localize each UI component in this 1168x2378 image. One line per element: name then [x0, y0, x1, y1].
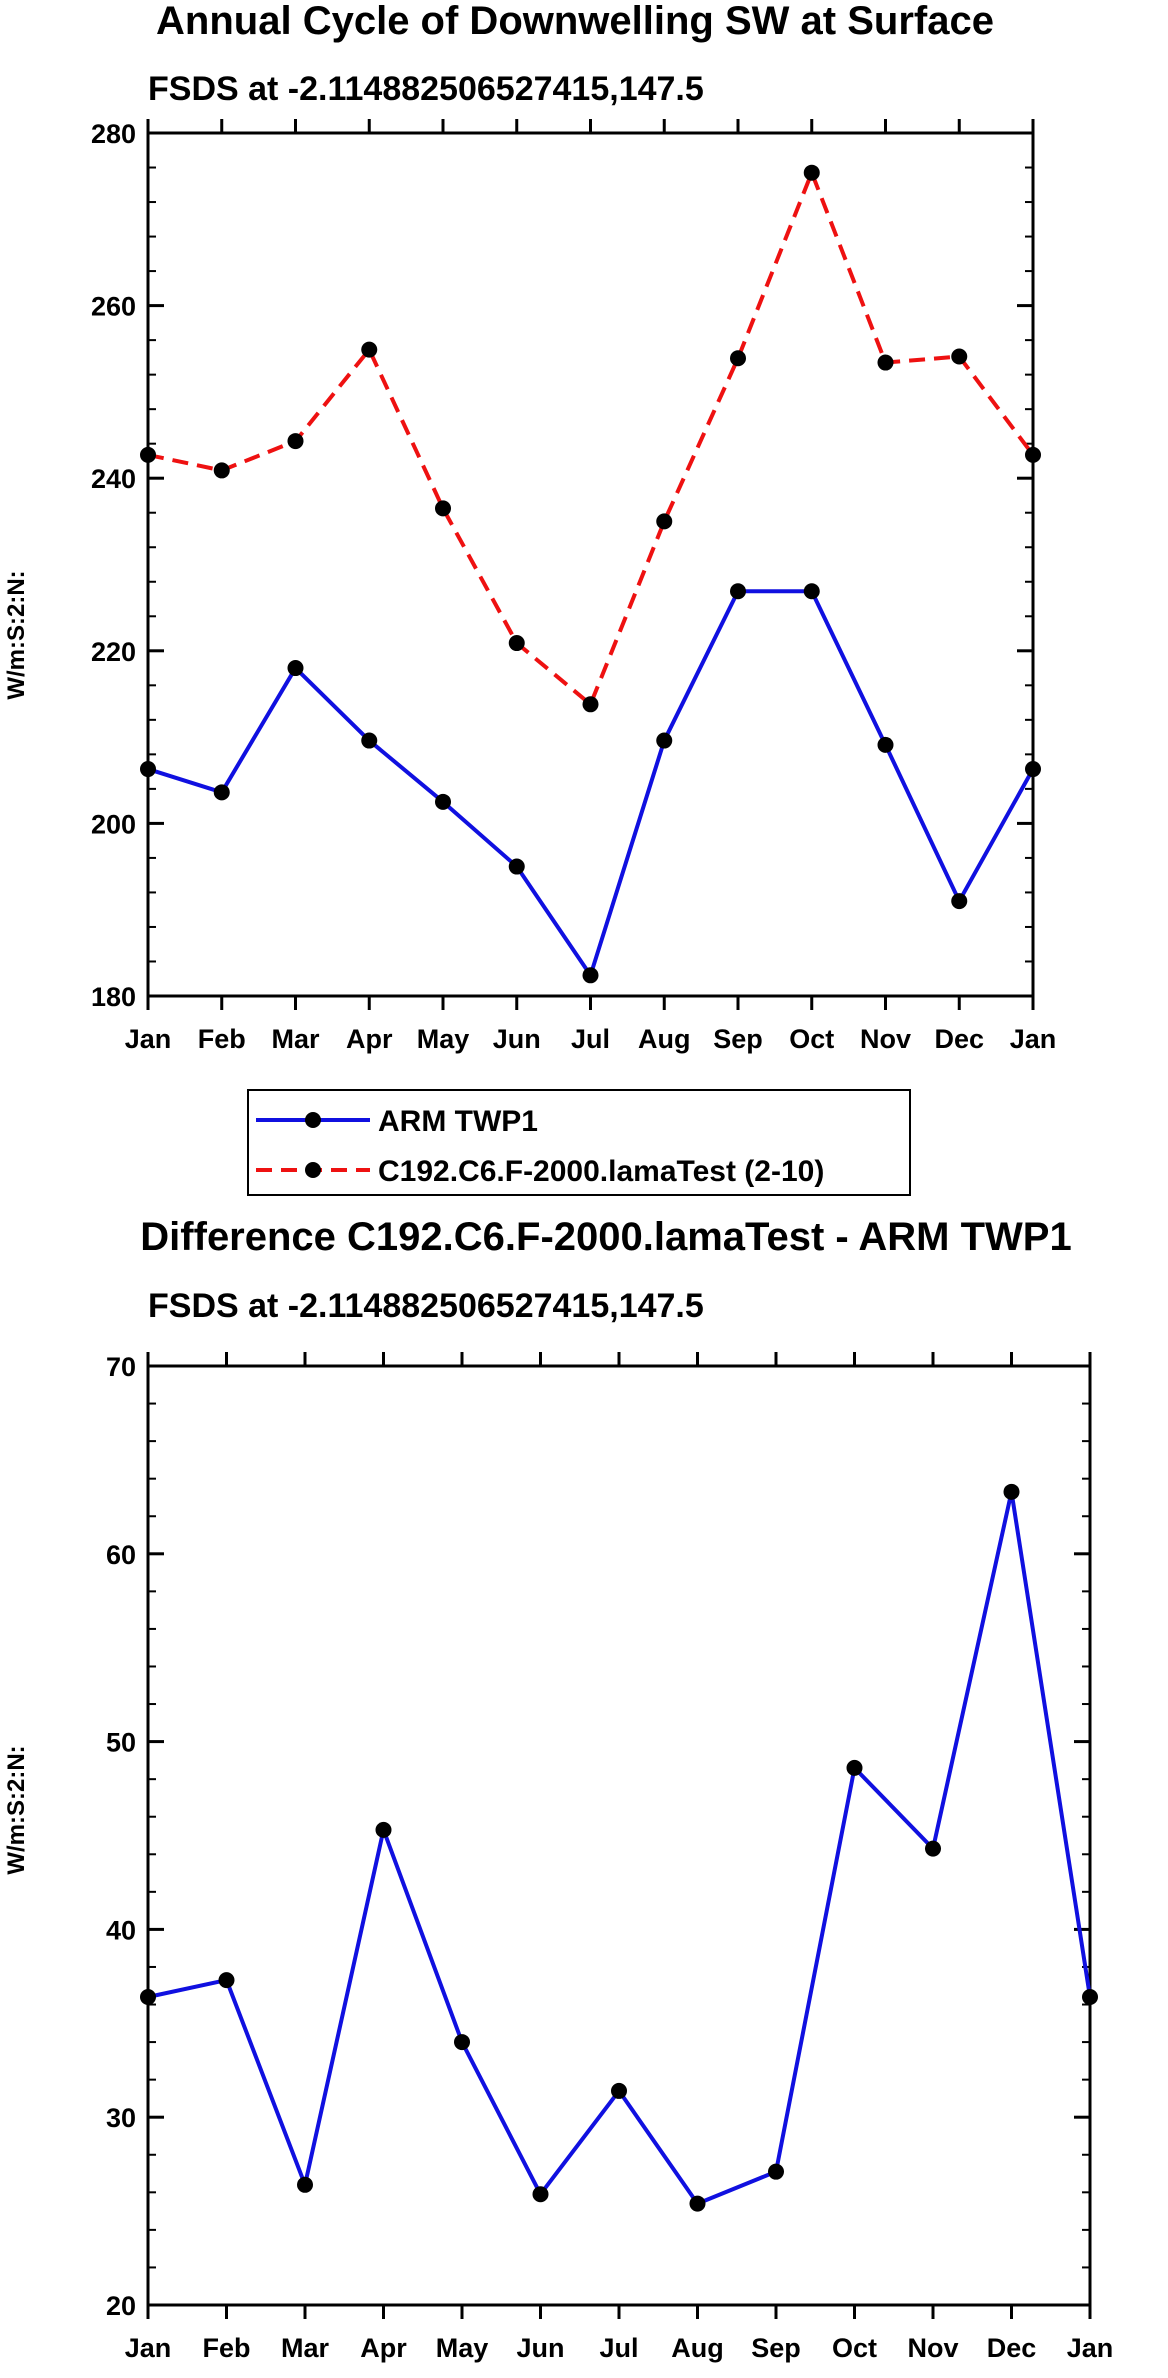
- chart1-series-line-1: [147, 170, 1035, 707]
- chart2-xtick-label: Apr: [360, 2333, 407, 2363]
- chart2-series-0-point: [1003, 1483, 1020, 1500]
- chart1-xtick-label: Jun: [493, 1024, 541, 1054]
- chart2-xtick-label: Oct: [832, 2333, 877, 2363]
- chart1-xtick-label: Jan: [125, 1024, 172, 1054]
- chart2-xtick-label: Jun: [516, 2333, 564, 2363]
- chart1-series-1-point: [287, 433, 304, 450]
- chart1-series-0-point: [508, 858, 525, 875]
- chart1-series-0-point: [877, 736, 894, 753]
- chart1-series-1-point: [656, 513, 673, 530]
- chart1-series-0-point: [287, 660, 304, 677]
- chart1-series-1-point: [361, 341, 378, 358]
- chart2-series-0-point: [1082, 1989, 1098, 2006]
- chart1-xtick-label: Nov: [860, 1024, 911, 1054]
- chart2-xtick-label: Sep: [751, 2333, 801, 2363]
- legend-label-c192: C192.C6.F-2000.lamaTest (2-10): [378, 1155, 824, 1188]
- chart2-plot: 20 30 40 50 60 70 Jan Feb Mar Apr May Jun Jul Aug Sep O…: [106, 1352, 1113, 2363]
- chart1-series-1-point: [435, 500, 451, 517]
- chart1-ylabel: W/m:S:2:N:: [3, 570, 30, 699]
- chart2-xtick-label: Jan: [125, 2333, 172, 2363]
- chart1-series-0-point: [951, 893, 968, 910]
- chart2-ytick-label: 50: [106, 1728, 136, 1758]
- chart1-series-0-point: [1025, 761, 1041, 778]
- chart1-subtitle: FSDS at -2.114882506527415,147.5: [148, 70, 704, 108]
- chart2-frame: [146, 1364, 1092, 2307]
- chart1-ytick-label: 180: [91, 982, 136, 1012]
- chart2-series-0-point: [375, 1821, 392, 1838]
- chart1-ytick-label: 220: [91, 637, 136, 667]
- chart1-xtick-label: Feb: [198, 1024, 246, 1054]
- chart2-xtick-label: May: [436, 2333, 489, 2363]
- chart1-ytick-label: 240: [91, 464, 136, 494]
- chart2-xtick-label: Aug: [671, 2333, 723, 2363]
- chart2-series-0-point: [846, 1759, 863, 1776]
- chart2-xtick-label: Feb: [202, 2333, 250, 2363]
- chart1-xtick-label: Oct: [789, 1024, 834, 1054]
- chart2-series-0-point: [689, 2195, 706, 2212]
- chart2-ytick-label: 30: [106, 2103, 136, 2133]
- chart2-series-0-point: [454, 2034, 470, 2051]
- chart1-ytick-label: 280: [91, 119, 136, 149]
- chart2-xtick-label: Jul: [599, 2333, 638, 2363]
- chart1-series-1-point: [803, 164, 820, 181]
- chart1-series-0-point: [213, 784, 230, 801]
- chart1-xtick-label: Apr: [346, 1024, 393, 1054]
- chart1-xtick-label: May: [417, 1024, 470, 1054]
- chart1-xtick-label: Jul: [571, 1024, 610, 1054]
- chart1-series-1-point: [877, 354, 894, 371]
- chart1-series-0-point: [582, 967, 599, 984]
- chart1-series-0-point: [803, 583, 820, 600]
- legend-marker-arm-twp1: [305, 1112, 321, 1128]
- chart1-series-1-point: [508, 635, 525, 652]
- chart2-ytick-label: 40: [106, 1915, 136, 1945]
- chart1-series-1-point: [730, 350, 746, 367]
- chart2-ylabel: W/m:S:2:N:: [3, 1745, 30, 1874]
- chart1-xtick-label: Sep: [713, 1024, 763, 1054]
- chart1-series-1-point: [1025, 446, 1041, 463]
- chart2-ytick-label: 20: [106, 2291, 136, 2321]
- chart1-xtick-label: Dec: [934, 1024, 984, 1054]
- legend-box: [247, 1089, 911, 1196]
- chart1-title: Annual Cycle of Downwelling SW at Surfac…: [156, 0, 994, 43]
- chart2-series-0-point: [218, 1972, 235, 1989]
- chart1-series-1-point: [140, 446, 156, 463]
- chart1-xtick-label: Mar: [271, 1024, 320, 1054]
- chart1-xtick-label: Aug: [638, 1024, 690, 1054]
- chart1-ytick-label: 260: [91, 292, 136, 322]
- chart1-series-1-point: [213, 462, 230, 479]
- chart1-series-1-point: [582, 696, 599, 713]
- chart2-series-0-point: [297, 2176, 313, 2193]
- chart2-series-0-point: [532, 2186, 549, 2203]
- chart1-series-0-point: [435, 793, 451, 810]
- chart1-plot: 180 200 220 240 260 280 Jan Feb Mar Apr May Jun Jul A…: [91, 119, 1056, 1054]
- chart2-title: Difference C192.C6.F-2000.lamaTest - ARM…: [140, 1215, 1071, 1259]
- chart1-frame: [146, 131, 1035, 998]
- legend-marker-c192: [305, 1162, 321, 1178]
- chart1-legend: ARM TWP1 C192.C6.F-2000.lamaTest (2-10): [247, 1089, 911, 1196]
- chart1-series-0-point: [730, 583, 746, 600]
- chart1-series-0-point: [140, 761, 156, 778]
- chart1-series-0-point: [656, 732, 673, 749]
- chart2-series-0-point: [611, 2082, 627, 2099]
- chart1-ytick-label: 200: [91, 809, 136, 839]
- chart2-xtick-label: Nov: [907, 2333, 958, 2363]
- chart1-series-0-point: [361, 732, 378, 749]
- legend-label-arm-twp1: ARM TWP1: [378, 1105, 538, 1138]
- chart1-xtick-label: Jan: [1010, 1024, 1057, 1054]
- chart2-series-0-point: [140, 1989, 156, 2006]
- chart2-ytick-label: 70: [106, 1352, 136, 1382]
- chart2-xtick-label: Mar: [281, 2333, 330, 2363]
- chart2-series-0-point: [925, 1840, 941, 1857]
- chart2-series-0-point: [768, 2163, 784, 2180]
- chart2-xtick-label: Dec: [987, 2333, 1037, 2363]
- chart2-xtick-label: Jan: [1067, 2333, 1114, 2363]
- chart2-ytick-label: 60: [106, 1540, 136, 1570]
- chart2-subtitle: FSDS at -2.114882506527415,147.5: [148, 1287, 704, 1325]
- chart1-series-line-0: [147, 589, 1035, 978]
- chart1-series-1-point: [951, 348, 968, 365]
